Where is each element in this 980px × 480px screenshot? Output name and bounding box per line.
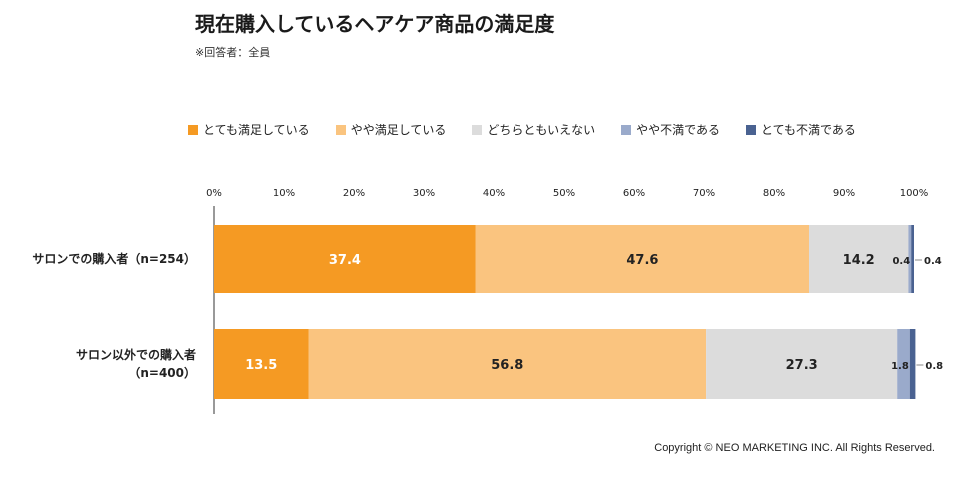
x-tick-label: 70% xyxy=(693,188,715,199)
data-label: 47.6 xyxy=(626,253,658,268)
data-label: 0.4 xyxy=(924,256,942,267)
bar-segment xyxy=(909,329,916,399)
legend-item-very-satisfied: とても満足している xyxy=(188,121,310,138)
x-tick-label: 50% xyxy=(553,188,575,199)
data-label: 0.4 xyxy=(892,256,910,267)
x-tick-label: 0% xyxy=(206,188,222,199)
bar-segment xyxy=(475,225,809,293)
x-tick-label: 90% xyxy=(833,188,855,199)
legend-label: とても満足している xyxy=(203,123,310,137)
x-tick-label: 30% xyxy=(413,188,435,199)
x-tick-label: 10% xyxy=(273,188,295,199)
legend-item-very-dissatisfied: とても不満である xyxy=(746,121,856,138)
x-tick-label: 20% xyxy=(343,188,365,199)
legend-label: とても不満である xyxy=(761,123,856,137)
legend-item-neutral: どちらともいえない xyxy=(472,121,595,138)
bar-segment xyxy=(911,225,914,293)
category-label: （n=400） xyxy=(128,365,196,380)
legend-swatch xyxy=(621,124,632,135)
bar-segment xyxy=(214,225,476,293)
chart-subtitle: ※回答者：全員 xyxy=(195,46,271,59)
data-label: 14.2 xyxy=(843,253,875,268)
bar-segment xyxy=(706,329,898,399)
data-label: 1.8 xyxy=(891,361,909,372)
copyright-notice: Copyright © NEO MARKETING INC. All Right… xyxy=(654,442,935,454)
data-label: 13.5 xyxy=(245,358,277,373)
x-tick-label: 100% xyxy=(900,188,929,199)
data-label: 56.8 xyxy=(491,358,523,373)
x-tick-label: 80% xyxy=(763,188,785,199)
chart-title: 現在購入しているヘアケア商品の満足度 xyxy=(195,12,555,36)
x-tick-label: 40% xyxy=(483,188,505,199)
legend-swatch xyxy=(746,124,756,135)
bar-segment xyxy=(897,329,910,399)
legend-swatch xyxy=(188,124,198,135)
legend-label: やや満足している xyxy=(350,123,447,137)
bar-segment xyxy=(908,225,912,293)
bar-segment xyxy=(809,225,909,293)
bar-segment xyxy=(214,329,309,399)
x-tick-label: 60% xyxy=(623,188,645,199)
category-label: サロンでの購入者（n=254） xyxy=(32,251,196,266)
legend-item-somewhat-satisfied: やや満足している xyxy=(335,121,447,138)
legend-swatch xyxy=(472,124,483,135)
data-label: 27.3 xyxy=(786,358,818,373)
data-label: 0.8 xyxy=(925,361,943,372)
legend-label: どちらともいえない xyxy=(487,123,596,137)
data-label: 37.4 xyxy=(329,253,361,268)
legend-item-somewhat-dissatisfied: やや不満である xyxy=(621,121,720,138)
legend: とても満足している やや満足している どちらともいえない やや不満である とても… xyxy=(188,121,856,138)
bar-segment xyxy=(308,329,707,399)
legend-label: やや不満である xyxy=(636,123,720,137)
category-label: サロン以外での購入者 xyxy=(76,347,196,362)
legend-swatch xyxy=(335,124,346,135)
